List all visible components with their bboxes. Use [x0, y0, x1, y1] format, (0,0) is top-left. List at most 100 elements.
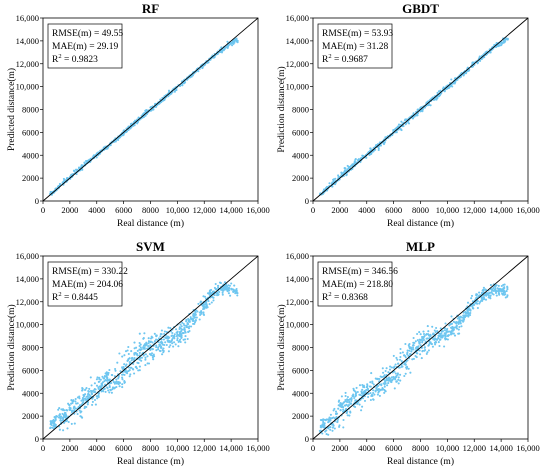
data-point: [136, 361, 139, 364]
data-point: [355, 392, 358, 395]
data-point: [89, 157, 92, 160]
data-point: [374, 389, 377, 392]
stats-line: R2 = 0.8368: [322, 291, 368, 303]
data-point: [110, 391, 113, 394]
data-point: [476, 296, 479, 299]
data-point: [55, 415, 58, 418]
data-point: [487, 294, 490, 297]
data-point: [418, 331, 421, 334]
data-point: [471, 305, 474, 309]
data-point: [138, 341, 141, 345]
data-point: [427, 344, 430, 347]
data-point: [423, 346, 426, 349]
data-point: [397, 362, 400, 365]
data-point: [70, 411, 74, 414]
data-point: [184, 341, 187, 344]
data-point: [62, 418, 65, 421]
x-tick-label: 6000: [115, 443, 132, 453]
data-point: [195, 316, 198, 319]
data-point: [235, 40, 238, 43]
data-point: [136, 349, 139, 352]
data-point: [458, 332, 461, 335]
y-tick-label: 10,000: [16, 320, 39, 330]
data-point: [362, 384, 365, 387]
data-point: [133, 341, 136, 344]
data-point: [344, 404, 347, 407]
data-point: [132, 368, 135, 371]
data-point: [438, 95, 441, 98]
data-point: [163, 330, 166, 333]
data-point: [462, 314, 465, 317]
data-point: [188, 325, 191, 328]
data-point: [451, 327, 454, 330]
data-point: [443, 345, 446, 348]
data-point: [458, 318, 461, 321]
data-point: [321, 425, 324, 428]
data-point: [419, 353, 422, 356]
data-point: [109, 389, 112, 392]
data-point: [217, 286, 220, 289]
y-axis-label: Prediction distance(m): [6, 304, 17, 390]
data-point: [455, 327, 459, 330]
data-point: [90, 392, 94, 395]
data-point: [227, 44, 230, 47]
data-point: [395, 375, 398, 378]
data-point: [329, 428, 332, 431]
data-point: [393, 365, 396, 368]
data-point: [502, 40, 506, 43]
data-point: [384, 369, 387, 373]
data-point: [226, 40, 229, 43]
y-tick-label: 2000: [22, 173, 39, 183]
data-point: [61, 412, 64, 415]
data-point: [173, 90, 176, 93]
data-point: [78, 409, 81, 412]
data-point: [151, 354, 154, 357]
data-point: [81, 388, 84, 391]
data-point: [131, 124, 135, 128]
data-point: [394, 363, 397, 366]
data-point: [416, 352, 419, 355]
data-point: [213, 294, 216, 297]
data-point: [122, 133, 125, 136]
data-point: [87, 390, 91, 393]
data-point: [437, 341, 440, 344]
data-point: [83, 388, 87, 392]
data-point: [416, 332, 419, 336]
data-point: [90, 384, 93, 387]
data-point: [81, 398, 84, 401]
data-point: [235, 37, 238, 40]
data-point: [427, 349, 430, 352]
data-point: [133, 357, 136, 360]
data-point: [390, 376, 393, 379]
y-tick-label: 2000: [292, 173, 309, 183]
data-point: [473, 303, 476, 306]
data-point: [155, 349, 158, 352]
data-point: [462, 319, 465, 323]
data-point: [327, 433, 330, 436]
data-point: [491, 289, 494, 292]
data-point: [157, 348, 160, 351]
data-point: [187, 327, 191, 330]
data-point: [51, 420, 54, 423]
data-point: [414, 114, 417, 117]
data-point: [112, 381, 115, 384]
reference-line: [42, 255, 259, 440]
data-point: [228, 43, 231, 46]
data-point: [408, 349, 411, 352]
chart-title: GBDT: [402, 1, 439, 16]
data-point: [186, 322, 189, 325]
data-point: [116, 138, 119, 141]
data-point: [167, 95, 170, 98]
data-point: [214, 282, 217, 286]
data-point: [134, 366, 137, 369]
data-point: [199, 301, 202, 304]
x-tick-label: 16,000: [246, 205, 269, 215]
data-point: [58, 182, 61, 185]
data-point: [86, 403, 89, 406]
data-point: [146, 355, 149, 358]
data-point: [450, 78, 453, 81]
data-point: [226, 287, 229, 290]
data-point: [394, 378, 397, 381]
data-point: [389, 365, 392, 368]
data-point: [76, 402, 79, 405]
